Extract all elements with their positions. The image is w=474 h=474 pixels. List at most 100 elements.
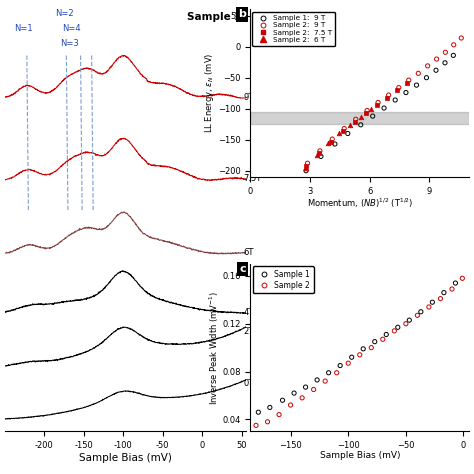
Point [424, 62, 431, 70]
Point [304, 159, 311, 167]
Point [402, 320, 410, 328]
Point [346, 121, 354, 128]
Point [313, 376, 321, 384]
X-axis label: Sample Bias (mV): Sample Bias (mV) [319, 451, 400, 460]
Point [413, 82, 420, 89]
Point [266, 404, 273, 411]
Legend: Sample 1, Sample 2: Sample 1, Sample 2 [253, 266, 313, 293]
Point [393, 86, 401, 94]
Text: b: b [238, 9, 246, 19]
Point [391, 327, 398, 335]
Point [328, 138, 335, 146]
Point [367, 344, 375, 351]
Point [379, 336, 387, 343]
Point [458, 274, 466, 282]
Text: 9T: 9T [243, 93, 254, 102]
Text: N=3: N=3 [60, 39, 79, 48]
Point [344, 130, 352, 137]
Point [340, 125, 348, 132]
Text: N=1: N=1 [14, 24, 33, 33]
Point [385, 91, 392, 99]
Point [441, 59, 449, 66]
Y-axis label: Inverse Peak Width (mV$^{-1}$): Inverse Peak Width (mV$^{-1}$) [207, 291, 220, 405]
Text: Sample 2: Sample 2 [187, 12, 242, 22]
Point [440, 289, 447, 296]
Text: 2T: 2T [243, 327, 254, 336]
Text: c: c [239, 264, 246, 274]
Text: N=4: N=4 [63, 24, 81, 33]
Point [450, 41, 457, 49]
Bar [250, 112, 469, 124]
Point [336, 130, 343, 137]
Text: 7.5T: 7.5T [243, 173, 262, 182]
Point [352, 116, 360, 123]
Point [395, 84, 402, 91]
Point [351, 118, 359, 126]
X-axis label: Sample Bias (mV): Sample Bias (mV) [79, 453, 172, 463]
Point [414, 311, 421, 319]
Point [362, 109, 370, 117]
Point [405, 76, 412, 84]
Point [315, 149, 323, 157]
Point [442, 48, 449, 56]
Point [328, 135, 336, 143]
Point [264, 418, 271, 426]
Point [433, 55, 440, 63]
Point [380, 104, 388, 112]
Point [348, 354, 356, 361]
Point [457, 34, 465, 42]
Point [302, 163, 310, 170]
Text: 6T: 6T [243, 248, 254, 257]
Point [310, 386, 318, 393]
Point [298, 394, 306, 401]
Point [287, 401, 294, 409]
Point [428, 299, 436, 306]
Point [414, 70, 422, 77]
Point [383, 94, 391, 101]
Point [367, 106, 374, 113]
Point [392, 96, 399, 104]
Text: 0T: 0T [243, 379, 254, 388]
Point [359, 345, 367, 353]
Point [373, 101, 381, 109]
Point [417, 308, 425, 316]
Point [333, 369, 340, 376]
Point [383, 331, 390, 338]
Point [302, 383, 310, 391]
Point [449, 52, 457, 59]
Point [357, 113, 365, 120]
Point [425, 303, 433, 311]
Point [317, 153, 325, 160]
Point [275, 411, 283, 419]
X-axis label: Momentum, $(NB)^{1/2}$ (T$^{1/2}$): Momentum, $(NB)^{1/2}$ (T$^{1/2}$) [307, 197, 413, 210]
Point [279, 396, 286, 404]
Point [402, 89, 410, 96]
Point [364, 107, 371, 114]
Point [374, 99, 382, 106]
Text: 4T: 4T [243, 309, 254, 318]
Point [331, 140, 338, 148]
Point [340, 127, 347, 135]
Point [432, 66, 440, 74]
Point [313, 151, 321, 158]
Point [403, 80, 411, 87]
Point [325, 140, 332, 147]
Point [437, 295, 444, 302]
Point [255, 409, 262, 416]
Point [369, 112, 376, 120]
Point [357, 121, 365, 128]
Point [371, 338, 379, 346]
Y-axis label: LL Energy, $\varepsilon_N$ (mV): LL Energy, $\varepsilon_N$ (mV) [203, 53, 217, 133]
Legend: Sample 1:  9 T, Sample 2:  9 T, Sample 2:  7.5 T, Sample 2:  6 T: Sample 1: 9 T, Sample 2: 9 T, Sample 2: … [253, 12, 336, 46]
Point [290, 389, 298, 397]
Point [452, 279, 459, 287]
Point [345, 359, 352, 367]
Point [423, 74, 430, 82]
Point [325, 369, 332, 376]
Point [448, 285, 456, 293]
Point [316, 147, 324, 155]
Point [356, 351, 364, 359]
Point [252, 421, 260, 429]
Point [302, 164, 310, 172]
Point [394, 324, 401, 331]
